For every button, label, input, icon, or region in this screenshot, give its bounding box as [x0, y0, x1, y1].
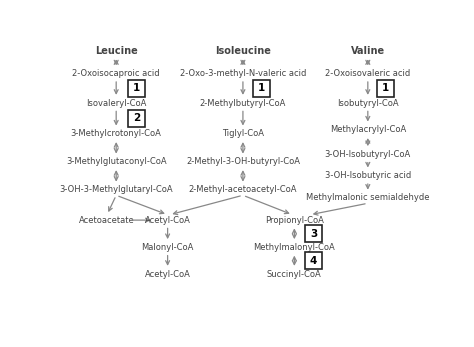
Text: Tiglyl-CoA: Tiglyl-CoA	[222, 129, 264, 138]
Text: Methylmalonic semialdehyde: Methylmalonic semialdehyde	[306, 193, 429, 202]
Text: 4: 4	[310, 256, 317, 266]
Text: 3-Methylglutaconyl-CoA: 3-Methylglutaconyl-CoA	[66, 158, 166, 166]
Text: 1: 1	[258, 83, 265, 93]
Text: 2-Oxoisovaleric acid: 2-Oxoisovaleric acid	[325, 69, 410, 78]
Text: Propionyl-CoA: Propionyl-CoA	[265, 215, 324, 225]
FancyBboxPatch shape	[377, 80, 393, 97]
Text: 2-Methylbutyryl-CoA: 2-Methylbutyryl-CoA	[200, 99, 286, 108]
FancyBboxPatch shape	[305, 226, 322, 242]
Text: Acetoacetate: Acetoacetate	[79, 215, 135, 225]
Text: Isoleucine: Isoleucine	[215, 46, 271, 56]
Text: Acetyl-CoA: Acetyl-CoA	[145, 270, 191, 279]
Text: 2-Methyl-3-OH-butyryl-CoA: 2-Methyl-3-OH-butyryl-CoA	[186, 158, 300, 166]
Text: Methylmalonyl-CoA: Methylmalonyl-CoA	[254, 243, 335, 252]
Text: 3-OH-3-Methylglutaryl-CoA: 3-OH-3-Methylglutaryl-CoA	[59, 185, 173, 194]
Text: 2-Oxo-3-methyl-N-valeric acid: 2-Oxo-3-methyl-N-valeric acid	[180, 69, 306, 78]
Text: Isovaleryl-CoA: Isovaleryl-CoA	[86, 99, 146, 108]
Text: Leucine: Leucine	[95, 46, 137, 56]
Text: 3-OH-Isobutyryl-CoA: 3-OH-Isobutyryl-CoA	[325, 150, 411, 159]
FancyBboxPatch shape	[253, 80, 270, 97]
Text: Methylacrylyl-CoA: Methylacrylyl-CoA	[330, 125, 406, 134]
FancyBboxPatch shape	[305, 253, 322, 269]
Text: 1: 1	[382, 83, 389, 93]
FancyBboxPatch shape	[128, 80, 145, 97]
Text: 3-OH-Isobutyric acid: 3-OH-Isobutyric acid	[325, 171, 411, 180]
Text: 3: 3	[310, 229, 317, 239]
Text: Valine: Valine	[351, 46, 385, 56]
Text: Isobutyryl-CoA: Isobutyryl-CoA	[337, 99, 399, 108]
Text: 1: 1	[133, 83, 140, 93]
FancyBboxPatch shape	[128, 110, 145, 127]
Text: Succinyl-CoA: Succinyl-CoA	[267, 270, 322, 279]
Text: 3-Methylcrotonyl-CoA: 3-Methylcrotonyl-CoA	[71, 129, 162, 138]
Text: 2-Methyl-acetoacetyl-CoA: 2-Methyl-acetoacetyl-CoA	[189, 185, 297, 194]
Text: 2-Oxoisocaproic acid: 2-Oxoisocaproic acid	[73, 69, 160, 78]
Text: 2: 2	[133, 113, 140, 124]
Text: Malonyl-CoA: Malonyl-CoA	[141, 243, 194, 252]
Text: Acetyl-CoA: Acetyl-CoA	[145, 215, 191, 225]
